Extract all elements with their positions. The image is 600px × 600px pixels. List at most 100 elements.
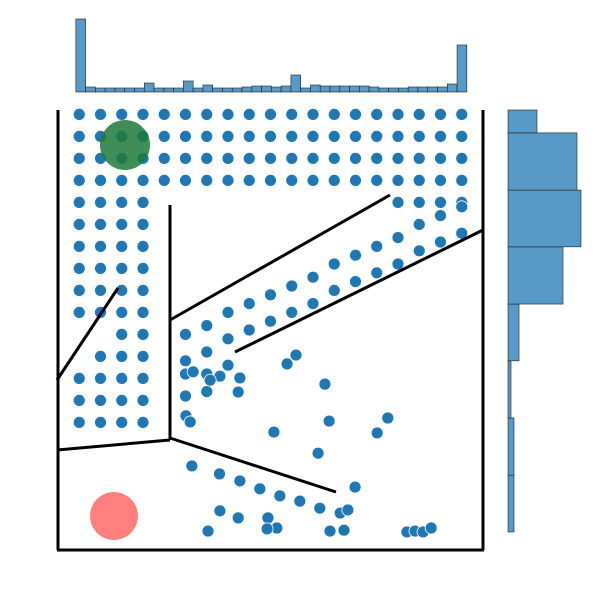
- point: [348, 480, 362, 494]
- point: [200, 129, 214, 143]
- point: [72, 415, 86, 429]
- histogram-bar: [329, 85, 341, 93]
- point: [72, 217, 86, 231]
- point: [157, 173, 171, 187]
- point: [370, 129, 384, 143]
- point: [242, 129, 256, 143]
- point: [213, 504, 227, 518]
- wall: [56, 438, 171, 452]
- histogram-bar: [456, 44, 468, 93]
- start-zone: [90, 492, 138, 540]
- point: [231, 511, 245, 525]
- point: [293, 494, 307, 508]
- point: [306, 108, 320, 121]
- wall: [169, 193, 391, 322]
- point: [72, 129, 86, 143]
- histogram-bar: [114, 87, 126, 93]
- point: [434, 108, 447, 121]
- point: [115, 239, 129, 253]
- point: [94, 195, 107, 209]
- point: [179, 173, 192, 187]
- point: [186, 365, 200, 379]
- wall: [169, 436, 337, 494]
- point: [115, 349, 129, 363]
- point: [72, 108, 86, 121]
- point: [289, 348, 303, 362]
- point: [221, 332, 235, 346]
- histogram-bar: [202, 84, 214, 93]
- point: [136, 305, 150, 319]
- histogram-bar: [507, 132, 578, 191]
- point: [253, 482, 267, 496]
- point: [327, 173, 341, 187]
- point: [136, 217, 150, 231]
- point: [136, 239, 150, 253]
- point: [72, 151, 86, 165]
- histogram-bar: [319, 85, 331, 93]
- point: [327, 257, 341, 271]
- point: [264, 151, 277, 165]
- point: [391, 195, 405, 209]
- point: [115, 108, 129, 121]
- histogram-bar: [427, 86, 438, 93]
- histogram-bar: [290, 74, 301, 93]
- histogram-bar: [437, 86, 448, 93]
- histogram-bar: [398, 87, 409, 93]
- point: [200, 108, 214, 121]
- point: [115, 261, 129, 275]
- point: [179, 151, 192, 165]
- histogram-bar: [95, 87, 106, 93]
- point: [221, 305, 235, 319]
- wall: [234, 228, 484, 354]
- point: [381, 411, 395, 425]
- histogram-bar: [183, 80, 194, 93]
- point: [349, 108, 362, 121]
- histogram-bar: [310, 84, 321, 93]
- point: [264, 314, 277, 328]
- point: [391, 173, 405, 187]
- point: [370, 151, 384, 165]
- histogram-bar: [104, 87, 116, 93]
- point: [200, 319, 214, 333]
- point: [115, 415, 129, 429]
- point: [264, 288, 277, 302]
- point: [136, 415, 150, 429]
- point: [115, 217, 129, 231]
- point: [306, 151, 320, 165]
- point: [264, 129, 277, 143]
- point: [72, 195, 86, 209]
- point: [313, 501, 327, 515]
- point: [179, 129, 192, 143]
- point: [233, 371, 247, 385]
- histogram-bar: [134, 87, 145, 93]
- point: [306, 270, 320, 284]
- point: [412, 129, 426, 143]
- histogram-bar: [378, 87, 389, 93]
- point: [213, 467, 226, 481]
- point: [157, 151, 171, 165]
- wall: [55, 287, 120, 381]
- point: [185, 459, 199, 473]
- point: [412, 244, 426, 258]
- point: [306, 129, 320, 143]
- point: [285, 173, 299, 187]
- point: [115, 371, 129, 385]
- histogram-bar: [388, 87, 399, 93]
- point: [94, 371, 107, 385]
- histogram-bar: [417, 86, 429, 93]
- histogram-bar: [349, 85, 360, 93]
- histogram-bar: [507, 360, 512, 419]
- plot-marks: [72, 18, 582, 539]
- point: [370, 173, 384, 187]
- histogram-bar: [507, 246, 564, 305]
- point: [337, 523, 351, 537]
- point: [72, 173, 86, 187]
- histogram-bar: [85, 86, 96, 93]
- point: [260, 522, 274, 536]
- point: [201, 524, 215, 538]
- point: [322, 414, 336, 428]
- point: [264, 108, 277, 121]
- point: [94, 108, 107, 121]
- goal-zone: [100, 120, 150, 170]
- histogram-bar: [407, 86, 419, 93]
